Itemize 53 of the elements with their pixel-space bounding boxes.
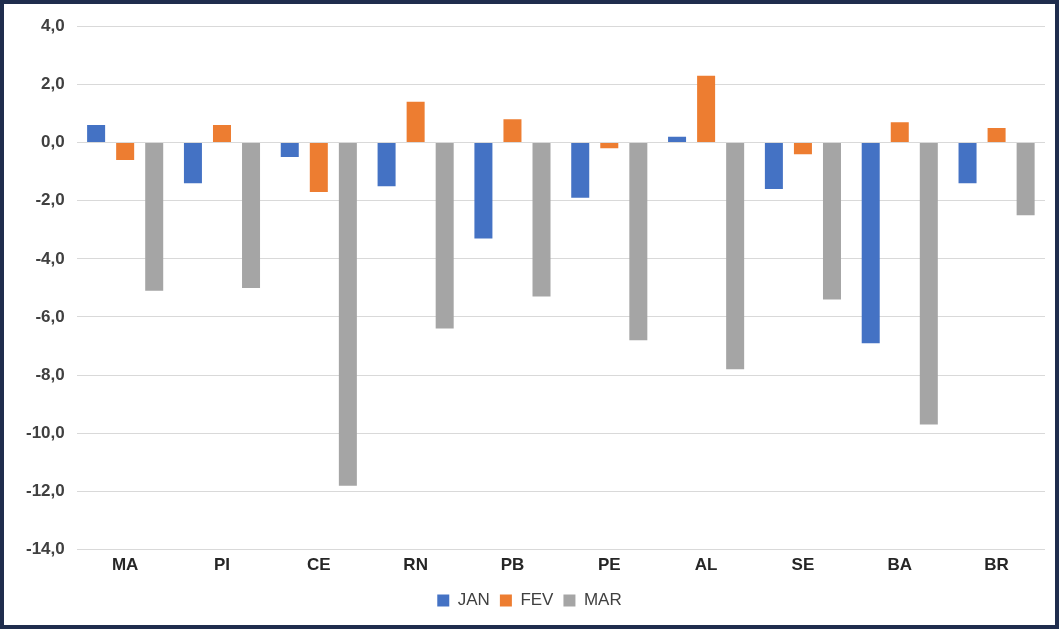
x-tick-label: PI (213, 555, 231, 575)
bar (890, 122, 909, 143)
y-tick-label: 4,0 (41, 15, 65, 35)
bar (145, 143, 164, 291)
bar (1016, 143, 1035, 216)
y-tick-label: -12,0 (26, 481, 65, 501)
bar (406, 101, 425, 143)
bar (435, 143, 454, 329)
x-tick-label: AL (694, 555, 718, 575)
legend-label: FEV (520, 590, 555, 610)
bar (861, 143, 880, 344)
bar (793, 143, 812, 155)
bar (503, 119, 522, 143)
y-tick-label: -14,0 (26, 539, 65, 559)
bar (87, 125, 106, 143)
bar (280, 143, 299, 158)
bar (309, 143, 328, 192)
y-tick-label: -8,0 (35, 364, 65, 384)
y-tick-label: -6,0 (35, 306, 65, 326)
bar (377, 143, 396, 187)
x-tick-label: PB (500, 555, 525, 575)
bar (958, 143, 977, 184)
bar (532, 143, 551, 297)
x-tick-label: CE (307, 555, 331, 575)
bar (764, 143, 783, 190)
bar (629, 143, 648, 341)
x-tick-label: BA (887, 555, 913, 575)
bar (338, 143, 357, 486)
x-tick-label: RN (403, 555, 428, 575)
bar (668, 136, 687, 143)
bar (116, 143, 135, 160)
x-tick-label: SE (791, 555, 815, 575)
bar (987, 127, 1006, 143)
bar (212, 125, 231, 143)
bar (600, 143, 619, 149)
x-tick-label: BR (984, 555, 1009, 575)
x-tick-label: MA (111, 555, 139, 575)
x-tick-label: PE (597, 555, 621, 575)
y-tick-label: -10,0 (26, 422, 65, 442)
bar (697, 75, 716, 143)
bar (183, 143, 202, 184)
y-tick-label: 0,0 (41, 132, 65, 152)
bar (242, 143, 261, 288)
y-tick-label: 2,0 (41, 74, 65, 94)
y-tick-label: -4,0 (35, 248, 65, 268)
bar (571, 143, 590, 198)
bar (822, 143, 841, 300)
bar (919, 143, 938, 425)
y-tick-label: -2,0 (35, 190, 65, 210)
legend-label: MAR (583, 590, 622, 610)
bar (726, 143, 745, 370)
bar (474, 143, 493, 239)
legend-label: JAN (457, 590, 490, 610)
